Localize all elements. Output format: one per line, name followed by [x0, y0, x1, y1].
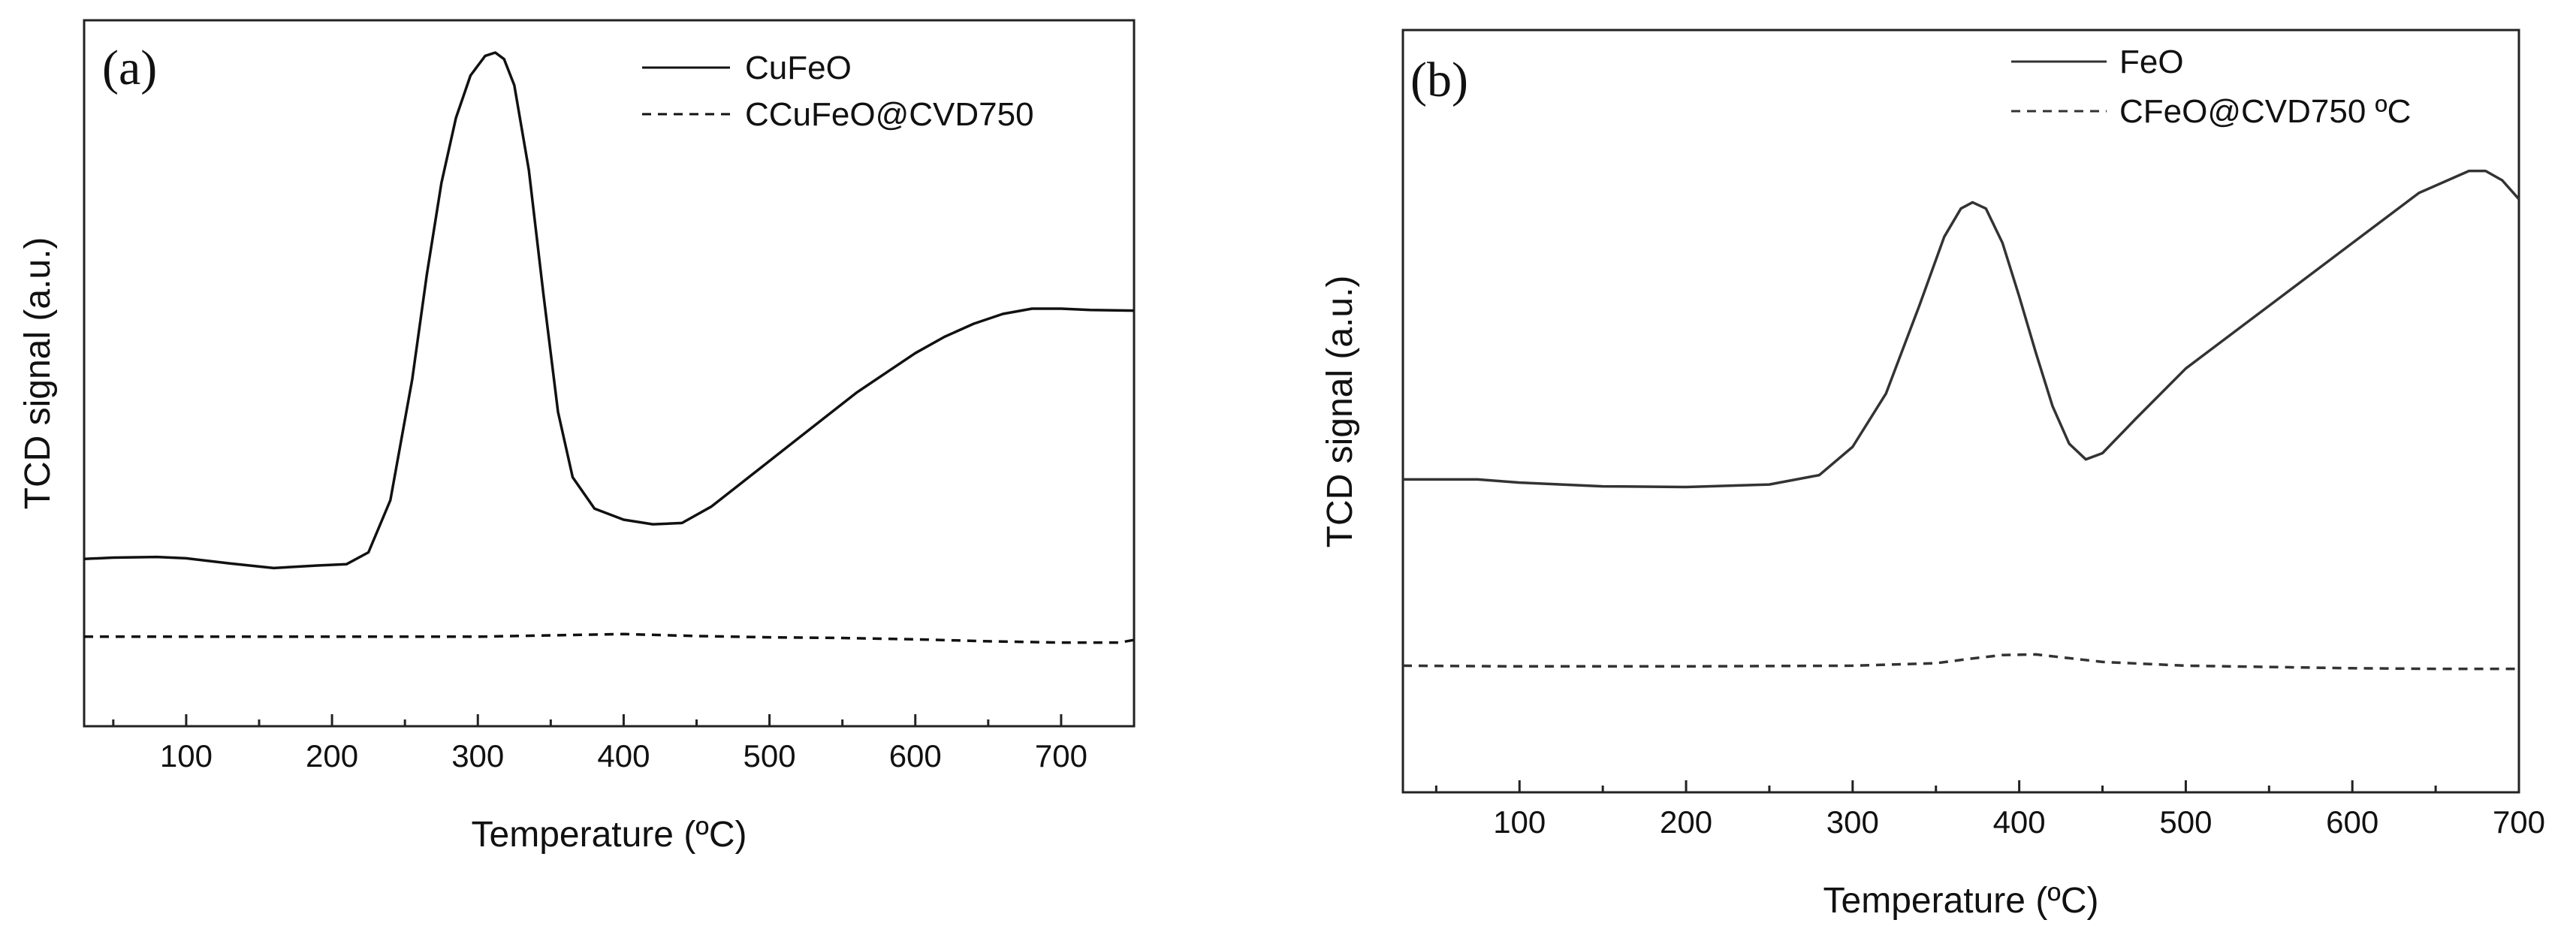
chart-panel-b: (b) 100 200 300 400 500 600 700 FeO CFeO@CVD75…	[1320, 29, 2545, 921]
x-tick-label-b-600: 600	[2326, 804, 2378, 840]
y-axis-label-a: TCD signal (a.u.)	[18, 237, 58, 510]
x-tick-label-a-700: 700	[1035, 738, 1087, 774]
x-tick-label-b-100: 100	[1493, 804, 1546, 840]
x-axis-label-a: Temperature (ºC)	[472, 815, 747, 855]
panel-label-a: (a)	[102, 41, 157, 95]
x-axis-ticks-b: 100 200 300 400 500 600 700	[1434, 780, 2545, 840]
series-line-b-cfeo-cvd750-c	[1402, 653, 2519, 671]
x-tick-label-a-500: 500	[744, 738, 796, 774]
series-line-a-ccufeo-cvd750	[84, 632, 1135, 644]
x-tick-label-b-300: 300	[1826, 804, 1879, 840]
x-tick-label-a-400: 400	[597, 738, 650, 774]
x-tick-label-a-600: 600	[889, 738, 942, 774]
x-tick-label-b-200: 200	[1660, 804, 1712, 840]
y-axis-label-b: TCD signal (a.u.)	[1320, 276, 1360, 548]
chart-panel-a: (a) 100 200 300 400 500 600 700 CuFeO CCuFeO@C…	[18, 19, 1136, 855]
legend-label-cfeo-cvd750: CFeO@CVD750 ºC	[2119, 93, 2411, 130]
x-tick-label-a-100: 100	[160, 738, 213, 774]
series-line-a-cufeo	[83, 51, 1135, 570]
series-line-b-feo	[1403, 169, 2520, 489]
series-group-b	[1402, 169, 2520, 671]
x-tick-label-a-200: 200	[306, 738, 358, 774]
plot-frame-b	[1401, 29, 2520, 794]
legend-label-ccufeo-cvd750: CCuFeO@CVD750	[745, 96, 1034, 133]
legend-a: CuFeO CCuFeO@CVD750	[642, 50, 1034, 133]
x-tick-label-b-700: 700	[2493, 804, 2545, 840]
legend-label-cufeo: CuFeO	[745, 50, 852, 86]
legend-b: FeO CFeO@CVD750 ºC	[2011, 44, 2411, 130]
plot-frame-a	[83, 19, 1136, 728]
x-axis-label-b: Temperature (ºC)	[1823, 881, 2099, 921]
x-tick-label-b-400: 400	[1993, 804, 2046, 840]
x-tick-label-b-500: 500	[2159, 804, 2212, 840]
series-group-a	[83, 51, 1135, 644]
x-axis-ticks-a: 100 200 300 400 500 600 700	[112, 714, 1136, 774]
panel-label-b: (b)	[1410, 53, 1468, 107]
x-tick-label-a-300: 300	[451, 738, 504, 774]
legend-label-feo: FeO	[2119, 44, 2184, 80]
